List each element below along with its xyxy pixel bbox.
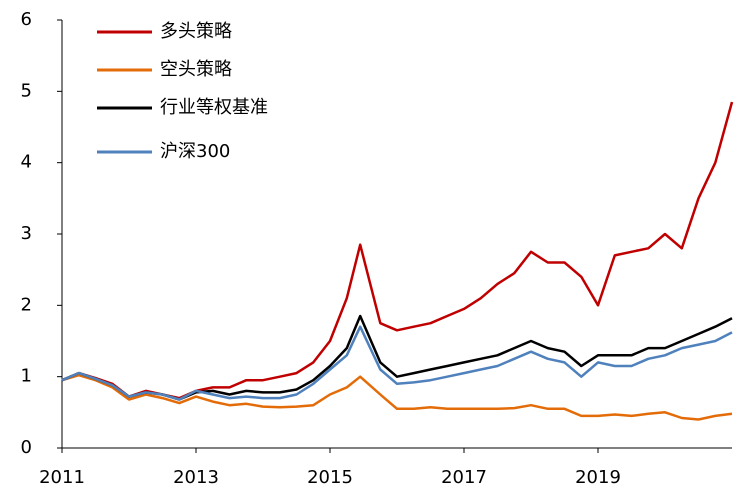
y-tick-label: 2 [21,294,32,315]
legend-label: 行业等权基准 [160,97,268,118]
series-line [61,325,733,401]
y-tick-label: 4 [21,152,32,173]
y-tick-label: 1 [21,366,32,387]
legend-label: 空头策略 [160,59,232,80]
y-tick-label: 6 [21,9,32,30]
y-tick-label: 3 [21,223,32,244]
y-tick-label: 0 [21,437,32,458]
x-tick-label: 2017 [441,467,487,488]
x-tick-label: 2013 [173,467,219,488]
x-tick-label: 2015 [307,467,353,488]
x-tick-label: 2019 [575,467,621,488]
legend-label: 多头策略 [160,21,232,42]
legend-label: 沪深300 [160,141,230,162]
series-line [61,373,733,421]
series-line [61,314,733,401]
y-tick-label: 5 [21,80,32,101]
x-tick-label: 2011 [39,467,85,488]
